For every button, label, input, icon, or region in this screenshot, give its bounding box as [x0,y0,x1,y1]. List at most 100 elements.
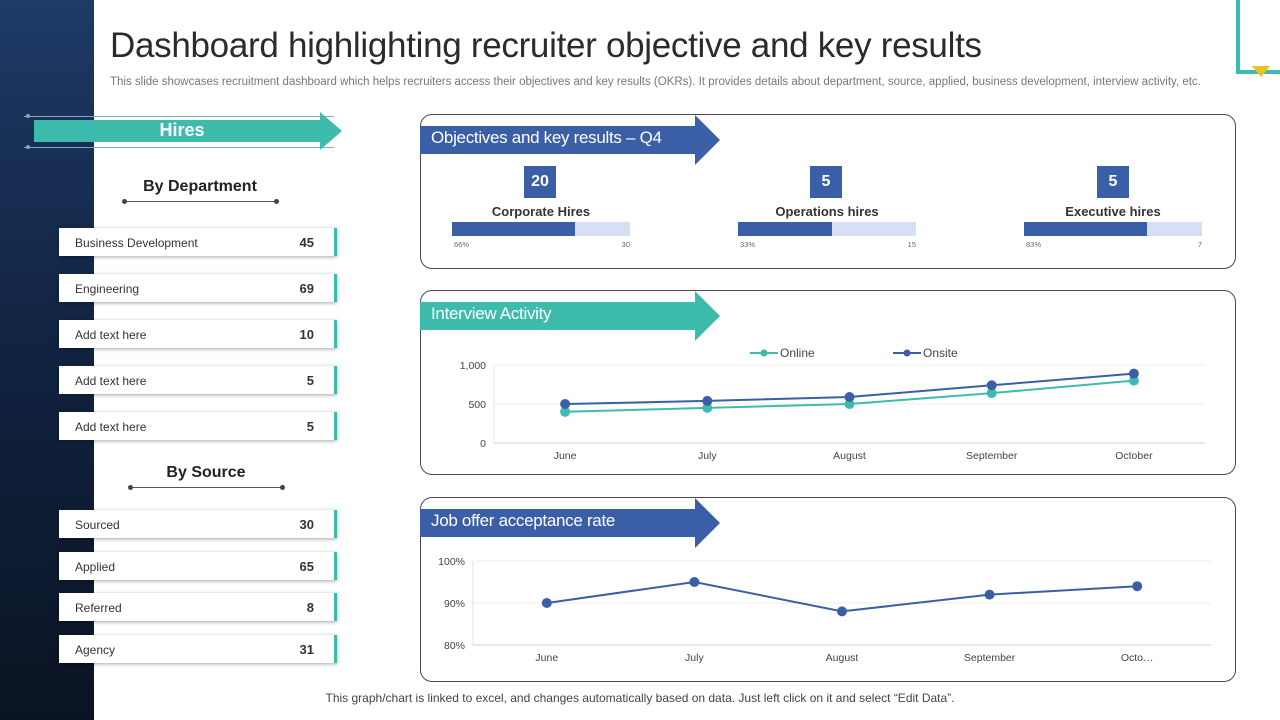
x-tick-label: Octo… [1121,652,1154,664]
banner-rule [24,116,334,117]
offer-acceptance-chart: 80% 90% 100% June July August September Octo… [438,556,1211,664]
x-tick-label: July [698,450,717,462]
data-point [702,395,713,406]
y-tick-label: 80% [444,640,465,652]
data-point [560,399,571,409]
kpi-low-label: 83% [1026,240,1042,249]
kpi-progress-track [738,222,916,236]
source-value: 31 [299,642,314,657]
x-tick-label: September [964,652,1016,664]
data-point [1128,375,1139,386]
source-label: Referred [75,601,122,615]
kpi-value: 5 [810,166,842,198]
x-tick-label: June [554,450,577,462]
heading-rule [128,485,285,490]
offer-acceptance-title: Job offer acceptance rate [431,511,616,530]
x-tick-label: September [966,450,1018,462]
source-value: 65 [299,559,314,574]
heading-rule [122,199,279,204]
department-label: Business Development [75,236,198,250]
kpi-low-label: 66% [454,240,470,249]
department-row: Add text here 10 [59,320,337,348]
x-tick-label: June [535,652,558,664]
x-tick-label: August [826,652,859,664]
kpi-label: Operations hires [775,204,879,219]
department-label: Add text here [75,328,147,342]
source-row: Agency 31 [59,635,337,663]
department-value: 5 [306,419,314,434]
corner-triangle-icon [1252,66,1270,77]
offer-arrow-banner [420,498,720,548]
by-source-heading: By Source [166,464,246,481]
interview-activity-title: Interview Activity [431,304,552,323]
y-tick-label: 90% [444,598,465,610]
kpi-low-label: 33% [740,240,756,249]
department-value: 10 [299,327,314,342]
interview-arrow-banner [420,291,720,341]
kpi-progress-fill [452,222,575,236]
okr-title: Objectives and key results – Q4 [431,128,662,147]
department-row: Add text here 5 [59,412,337,440]
data-point [844,399,855,409]
corner-accent-line [1236,0,1248,74]
y-tick-label: 500 [468,399,486,411]
department-label: Engineering [75,282,140,296]
okr-arrow-banner [420,115,720,165]
x-tick-label: August [833,450,866,462]
source-row: Sourced 30 [59,510,337,538]
department-row: Engineering 69 [59,274,337,302]
legend-marker [760,349,768,357]
kpi-value: 20 [524,166,556,198]
department-row: Add text here 5 [59,366,337,394]
kpi-high-label: 7 [1197,240,1202,249]
data-point [1132,581,1143,592]
offer-acceptance-panel: Job offer acceptance rate 80% 90% 100% June… [420,497,1236,682]
data-point [986,380,997,391]
interview-activity-panel: Interview Activity 0 500 1,000 June July Augu… [420,290,1236,475]
y-tick-label: 0 [480,438,486,450]
source-label: Agency [75,643,116,657]
kpi-label: Executive hires [1065,204,1161,219]
data-point [689,577,700,587]
hires-label: Hires [159,120,205,140]
x-tick-label: July [685,652,704,664]
kpi-value: 5 [1097,166,1129,198]
data-point [541,598,552,608]
data-point [984,589,995,600]
data-point [702,402,713,413]
y-tick-label: 1,000 [460,360,486,372]
kpi-progress-fill [738,222,833,236]
kpi-progress-track [1024,222,1202,236]
banner-dot [26,145,30,149]
x-tick-label: October [1115,450,1153,462]
data-point [844,391,855,402]
source-label: Applied [75,560,116,574]
banner-dot [26,114,30,118]
banner-rule [24,147,334,148]
department-label: Add text here [75,420,147,434]
kpi-high-label: 30 [621,240,630,249]
legend-label: Online [780,346,815,360]
department-value: 69 [299,281,314,296]
page-title: Dashboard highlighting recruiter objecti… [110,26,982,65]
department-value: 5 [306,373,314,388]
data-point [560,406,571,417]
source-label: Sourced [75,518,120,532]
department-row: Business Development 45 [59,228,337,256]
data-point [837,606,847,617]
okr-panel: Objectives and key results – Q4 20 Corpo… [420,114,1236,269]
source-value: 30 [299,517,314,532]
kpi-progress-fill [1024,222,1147,236]
legend-marker [903,349,911,357]
data-point [1128,368,1139,379]
legend-label: Onsite [923,346,958,360]
data-point [986,388,997,399]
department-value: 45 [299,235,314,250]
hires-arrow-banner [34,112,342,150]
kpi-label: Corporate Hires [491,204,591,219]
interview-activity-chart: 0 500 1,000 June July August September October O… [460,346,1205,462]
department-label: Add text here [75,374,147,388]
y-tick-label: 100% [438,556,465,568]
kpi-progress-track [452,222,630,236]
source-row: Referred 8 [59,593,337,621]
